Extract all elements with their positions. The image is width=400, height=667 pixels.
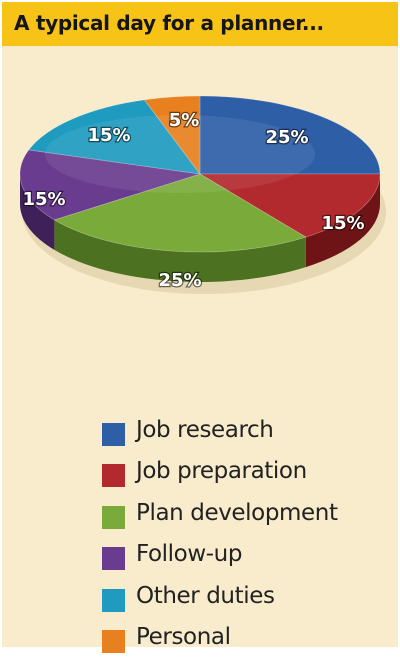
legend-swatch-job-preparation: [102, 464, 125, 488]
pie-label-job-preparation: 15%: [321, 213, 364, 234]
legend-swatch-job-research: [102, 423, 125, 446]
pie-slice-job-preparation: [198, 173, 381, 238]
pie-label-follow-up: 15%: [22, 189, 65, 210]
legend-label-job-research: Job research: [136, 417, 274, 443]
legend: Job research Job preparation Plan develo…: [102, 417, 392, 667]
pie-slice-personal: [143, 95, 201, 176]
chart-title: A typical day for a planner...: [14, 11, 324, 35]
pie-slice-job-research: [199, 95, 381, 175]
pie-chart: 25% 15% 25% 15% 15% 5%: [19, 95, 386, 294]
legend-swatch-personal: [102, 629, 125, 653]
chart-panel: 25% 15% 25% 15% 15% 5% Job research Job prepa…: [2, 46, 398, 653]
pie-slice-other-duties: [28, 99, 201, 175]
legend-item-follow-up: Follow-up: [102, 541, 392, 584]
legend-item-job-research: Job research: [102, 417, 392, 460]
legend-item-personal: Personal: [102, 623, 392, 667]
legend-label-personal: Personal: [136, 623, 231, 650]
pie-label-other-duties: 15%: [87, 125, 130, 146]
legend-swatch-follow-up: [102, 547, 125, 571]
pie-label-plan-development: 25%: [158, 270, 201, 291]
legend-label-follow-up: Follow-up: [136, 541, 243, 568]
pie-label-personal: 5%: [169, 110, 200, 131]
pie-slice-follow-up: [19, 149, 201, 221]
legend-item-plan-development: Plan development: [102, 499, 392, 543]
pie-side-job-preparation: [305, 174, 380, 268]
legend-item-job-preparation: Job preparation: [102, 458, 392, 501]
pie-side-follow-up: [20, 174, 55, 250]
legend-label-job-preparation: Job preparation: [136, 458, 307, 485]
legend-swatch-other-duties: [102, 588, 125, 612]
legend-label-other-duties: Other duties: [136, 582, 275, 609]
legend-swatch-plan-development: [102, 505, 125, 529]
pie-highlight: [45, 115, 315, 193]
legend-label-plan-development: Plan development: [136, 499, 338, 526]
legend-item-other-duties: Other duties: [102, 582, 392, 626]
title-bar: A typical day for a planner...: [2, 2, 398, 46]
pie-label-job-research: 25%: [265, 127, 308, 148]
infographic-card: A typical day for a planner... 25% 15% 25%…: [0, 0, 400, 653]
pie-slice-plan-development: [53, 173, 307, 253]
pie-side-plan-development: [54, 219, 306, 282]
